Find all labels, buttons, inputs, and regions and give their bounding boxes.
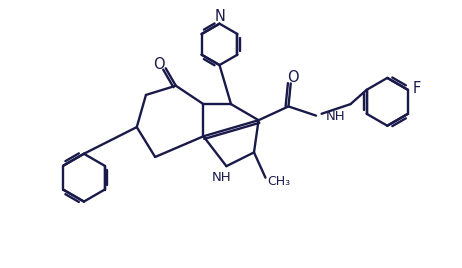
Text: N: N [215,9,226,24]
Text: NH: NH [212,171,231,184]
Text: NH: NH [326,110,346,123]
Text: CH₃: CH₃ [267,175,291,188]
Text: F: F [413,81,421,96]
Text: O: O [287,69,299,84]
Text: O: O [153,57,165,72]
